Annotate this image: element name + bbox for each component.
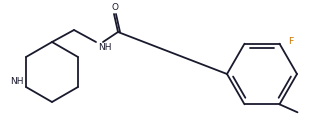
Text: F: F xyxy=(289,37,294,46)
Text: NH: NH xyxy=(98,43,112,51)
Text: O: O xyxy=(112,3,119,11)
Text: NH: NH xyxy=(10,77,24,86)
